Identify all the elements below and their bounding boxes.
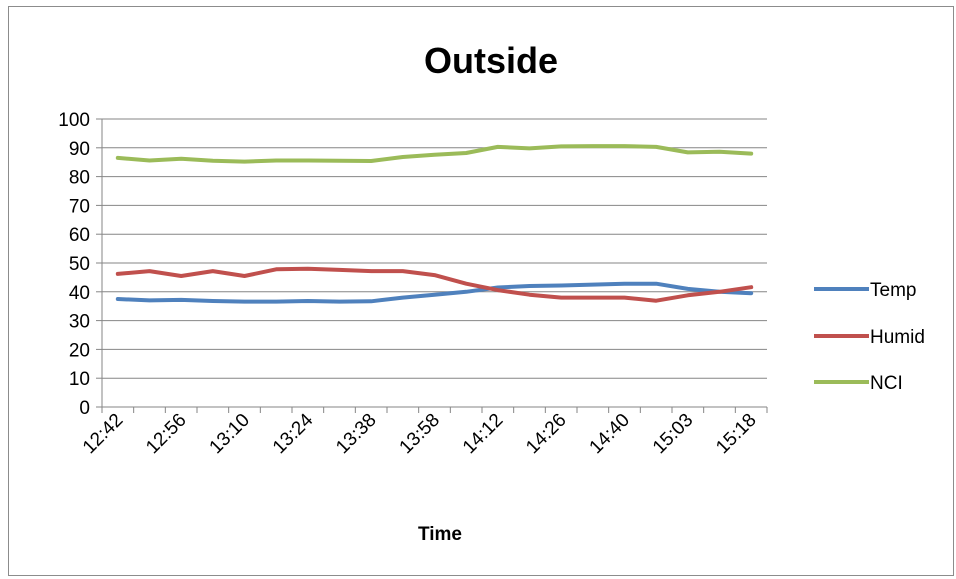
x-tick-label: 13:10 (206, 410, 254, 458)
x-tick-label: 13:38 (332, 410, 380, 458)
legend-label-temp: Temp (870, 280, 916, 301)
series-line-nci (118, 146, 751, 162)
y-tick-label: 10 (69, 369, 90, 390)
x-tick-label: 14:26 (522, 410, 570, 458)
series-lines (118, 146, 751, 302)
chart-area: 0 10 20 30 40 50 60 70 80 90 100 12:42 12:56 13:10 13… (8, 6, 954, 576)
x-axis-title: Time (418, 524, 462, 545)
y-tick-label: 0 (79, 398, 90, 419)
x-tick-label: 15:18 (712, 410, 760, 458)
legend-label-nci: NCI (870, 373, 903, 394)
y-tick-label: 20 (69, 340, 90, 361)
gridlines (102, 119, 767, 378)
y-tick-label: 100 (58, 110, 90, 131)
y-tick-label: 40 (69, 283, 90, 304)
x-tick-label: 14:12 (459, 410, 507, 458)
y-tick-label: 70 (69, 196, 90, 217)
y-axis-ticks: 0 10 20 30 40 50 60 70 80 90 100 (58, 110, 102, 419)
y-tick-label: 50 (69, 254, 90, 275)
x-tick-label: 13:58 (396, 410, 444, 458)
y-tick-label: 60 (69, 225, 90, 246)
y-tick-label: 30 (69, 312, 90, 333)
x-tick-label: 13:24 (269, 409, 318, 458)
y-tick-label: 90 (69, 139, 90, 160)
x-tick-label: 12:56 (142, 410, 190, 458)
legend-label-humid: Humid (870, 327, 925, 348)
x-tick-label: 14:40 (586, 410, 634, 458)
legend: Temp Humid NCI (814, 280, 925, 394)
x-axis-ticks: 12:42 12:56 13:10 13:24 13:38 13:58 14:12 14:26… (79, 407, 767, 458)
x-tick-label: 15:03 (649, 410, 697, 458)
y-tick-label: 80 (69, 168, 90, 189)
chart-title: Outside (424, 40, 558, 81)
